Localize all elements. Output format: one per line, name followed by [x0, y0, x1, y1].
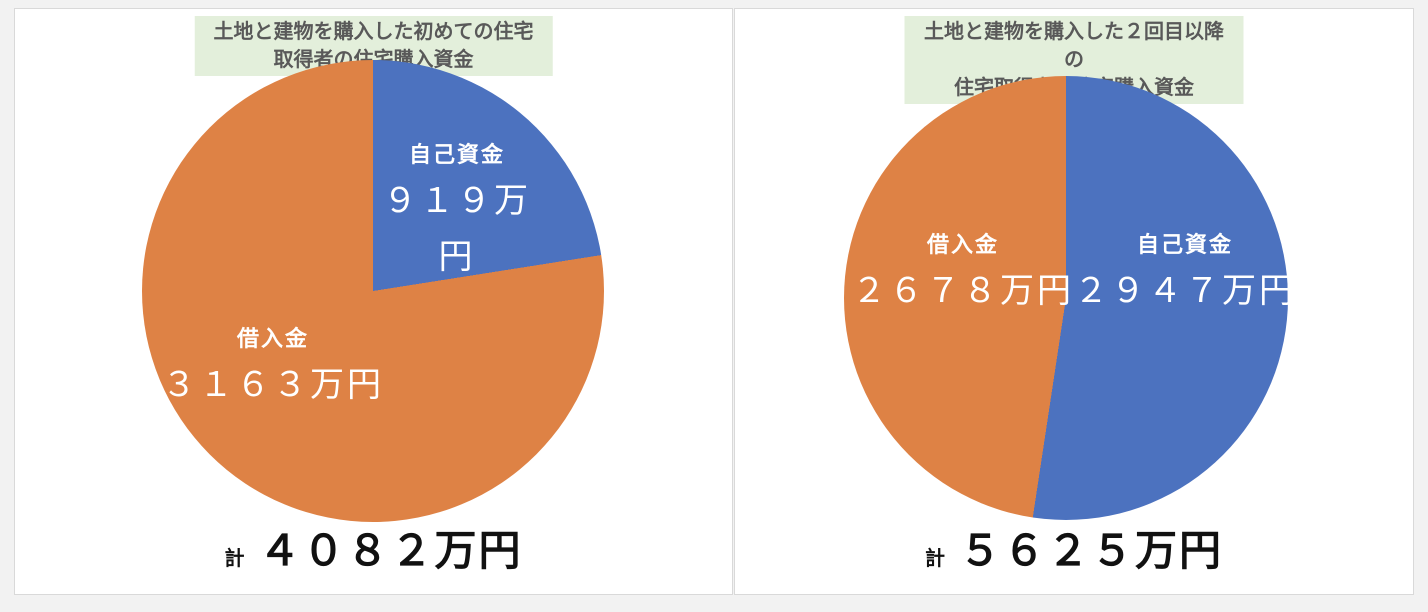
total-line: 計 ４０８２万円	[15, 517, 732, 578]
total-prefix: 計	[224, 548, 245, 570]
total-value: ４０８２万円	[258, 527, 523, 574]
pie-chart	[844, 76, 1288, 520]
slice-label-loan: 借入金 ２６７８万円	[843, 227, 1083, 319]
slice-label-own-funds: 自己資金 ２９４７万円	[1065, 227, 1305, 319]
slice-value: ３１６３万円	[162, 366, 384, 404]
slice-label-loan: 借入金 ３１６３万円	[153, 321, 393, 413]
repeat-buyers-chart-card: 土地と建物を購入した２回目以降の 住宅取得者の住宅購入資金 借入金 ２６７８万円…	[734, 8, 1414, 595]
total-value: ５６２５万円	[958, 527, 1223, 574]
chart-title: 土地と建物を購入した初めての住宅取得者の住宅購入資金	[194, 16, 553, 76]
pie-chart	[142, 60, 604, 522]
slice-value: ２９４７万円	[1074, 272, 1296, 310]
total-prefix: 計	[924, 548, 945, 570]
total-line: 計 ５６２５万円	[735, 517, 1413, 578]
slice-name: 自己資金	[408, 142, 505, 167]
slice-label-own-funds: 自己資金 ９１９万 円	[337, 137, 577, 285]
slice-name: 自己資金	[1136, 232, 1233, 257]
slice-name: 借入金	[926, 232, 999, 257]
first-time-buyers-chart-card: 土地と建物を購入した初めての住宅取得者の住宅購入資金 自己資金 ９１９万 円 借…	[14, 8, 733, 595]
slice-name: 借入金	[236, 326, 309, 351]
slice-value: ２６７８万円	[852, 272, 1074, 310]
slice-value: ９１９万 円	[383, 182, 531, 277]
